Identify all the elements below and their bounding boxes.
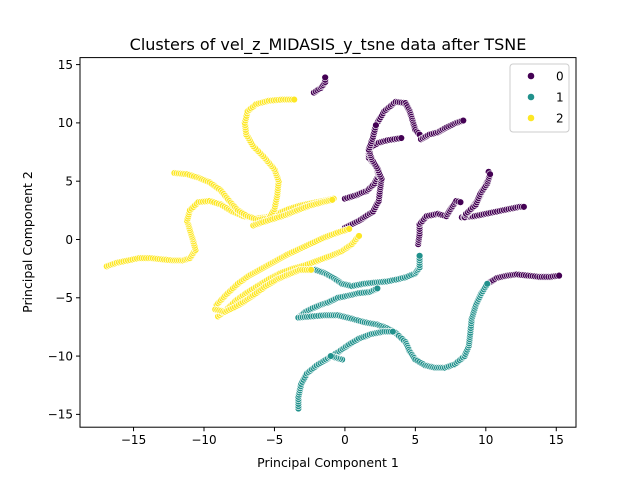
y-tick-label: 5: [65, 174, 73, 188]
scatter-point-cluster-0: [459, 116, 467, 125]
scatter-point-cluster-1: [415, 252, 424, 260]
scatter-point-cluster-2: [307, 266, 315, 274]
y-axis-label: Principal Component 2: [20, 171, 35, 313]
scatter-point-cluster-1: [327, 352, 335, 360]
legend: 0 1 2: [509, 63, 570, 133]
scatter-point-cluster-2: [355, 232, 363, 240]
legend-label-1: 1: [556, 90, 564, 104]
plot-frame: [79, 57, 577, 428]
scatter-point-cluster-1: [373, 284, 382, 293]
scatter-point-cluster-2: [345, 225, 353, 233]
scatter-point-cluster-0: [555, 271, 563, 280]
y-tick-label: 15: [58, 58, 73, 72]
scatter-point-cluster-2: [328, 196, 336, 204]
scatter-point-cluster-0: [372, 121, 380, 129]
y-tick-label: −15: [48, 408, 73, 422]
plot-points: [103, 73, 563, 413]
scatter-point-cluster-2: [290, 95, 298, 104]
x-tick-label: 10: [478, 433, 493, 447]
y-tick-label: −5: [55, 291, 73, 305]
scatter-point-cluster-1: [483, 280, 491, 288]
y-axis: −15 −10 −5 0 5 10 15: [48, 58, 80, 422]
legend-label-2: 2: [556, 111, 564, 125]
y-tick-label: −10: [48, 349, 73, 363]
x-tick-label: 5: [412, 433, 420, 447]
y-tick-label: 10: [58, 116, 73, 130]
legend-box: [509, 63, 570, 133]
x-axis-label: Principal Component 1: [257, 455, 399, 470]
scatter-point-cluster-0: [486, 170, 494, 178]
x-tick-label: −10: [191, 433, 216, 447]
scatter-point-cluster-0: [321, 73, 329, 82]
scatter-point-cluster-1: [389, 327, 397, 336]
y-tick-label: 0: [65, 233, 73, 247]
legend-marker-0: [527, 72, 535, 80]
legend-marker-1: [527, 93, 535, 101]
x-tick-label: −15: [121, 433, 146, 447]
x-tick-label: 0: [341, 433, 349, 447]
legend-label-0: 0: [556, 69, 564, 83]
x-tick-label: −5: [266, 433, 284, 447]
legend-marker-2: [527, 114, 535, 122]
chart-title: Clusters of vel_z_MIDASIS_y_tsne data af…: [130, 35, 527, 55]
x-tick-label: 15: [549, 433, 564, 447]
scatter-point-cluster-0: [456, 198, 465, 206]
scatter-point-cluster-0: [520, 203, 528, 211]
x-axis: −15 −10 −5 0 5 10 15: [121, 427, 564, 447]
scatter-point-cluster-0: [397, 134, 405, 142]
